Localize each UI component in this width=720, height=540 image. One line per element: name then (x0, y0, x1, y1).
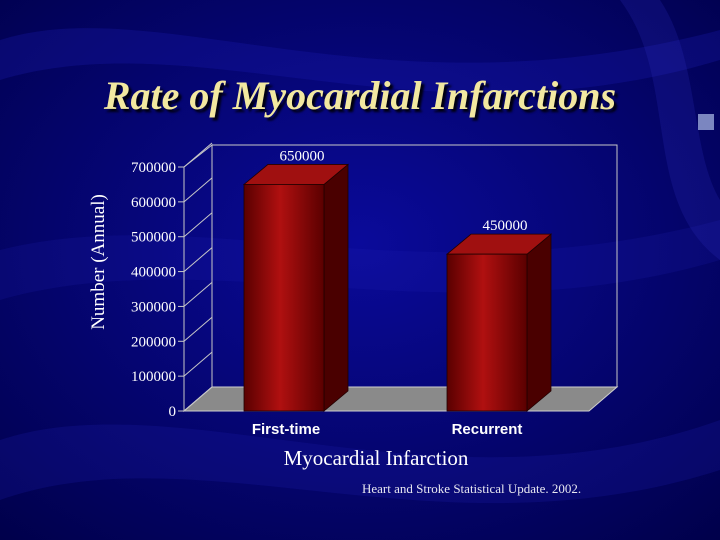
y-tick-label: 700000 (131, 160, 176, 176)
y-tick-label: 100000 (131, 369, 176, 385)
y-grid-diagonal (183, 177, 213, 203)
y-grid-diagonal (183, 351, 213, 377)
y-tick-label: 200000 (131, 334, 176, 350)
bar (445, 233, 553, 412)
y-grid-diagonal (183, 282, 213, 307)
y-tick-label: 500000 (131, 230, 176, 246)
bar-front (243, 184, 325, 412)
y-grid-diagonal (183, 142, 213, 168)
bar-data-label: 450000 (483, 218, 528, 234)
x-axis-ticks: First-time Recurrent (252, 421, 523, 438)
y-grid-diagonal (183, 316, 213, 342)
y-tick-label: 400000 (131, 265, 176, 281)
y-grid-diagonal (183, 386, 213, 412)
y-axis-label: Number (Annual) (88, 194, 109, 330)
x-axis-label: Myocardial Infarction (284, 446, 469, 470)
y-grid-diagonal (183, 212, 213, 238)
y-tick-label: 600000 (131, 195, 176, 211)
bar-side (323, 163, 349, 412)
y-grid-diagonal (183, 247, 213, 272)
bar-front (446, 253, 528, 412)
bar (242, 163, 350, 412)
chart-side-wall (183, 143, 213, 413)
bar-data-label: 650000 (280, 148, 325, 164)
bars: 650000 450000 (242, 148, 553, 412)
y-tick-label: 0 (169, 404, 177, 420)
slide-title: Rate of Myocardial Infarctions (103, 73, 617, 118)
x-tick-label: Recurrent (452, 421, 523, 438)
bar-side (526, 233, 552, 412)
x-tick-label: First-time (252, 421, 320, 438)
source-citation: Heart and Stroke Statistical Update. 200… (362, 481, 582, 496)
y-tick-label: 300000 (131, 299, 176, 315)
y-axis-ticks: 0 100000 200000 300000 400000 500000 600000 700… (131, 142, 213, 420)
